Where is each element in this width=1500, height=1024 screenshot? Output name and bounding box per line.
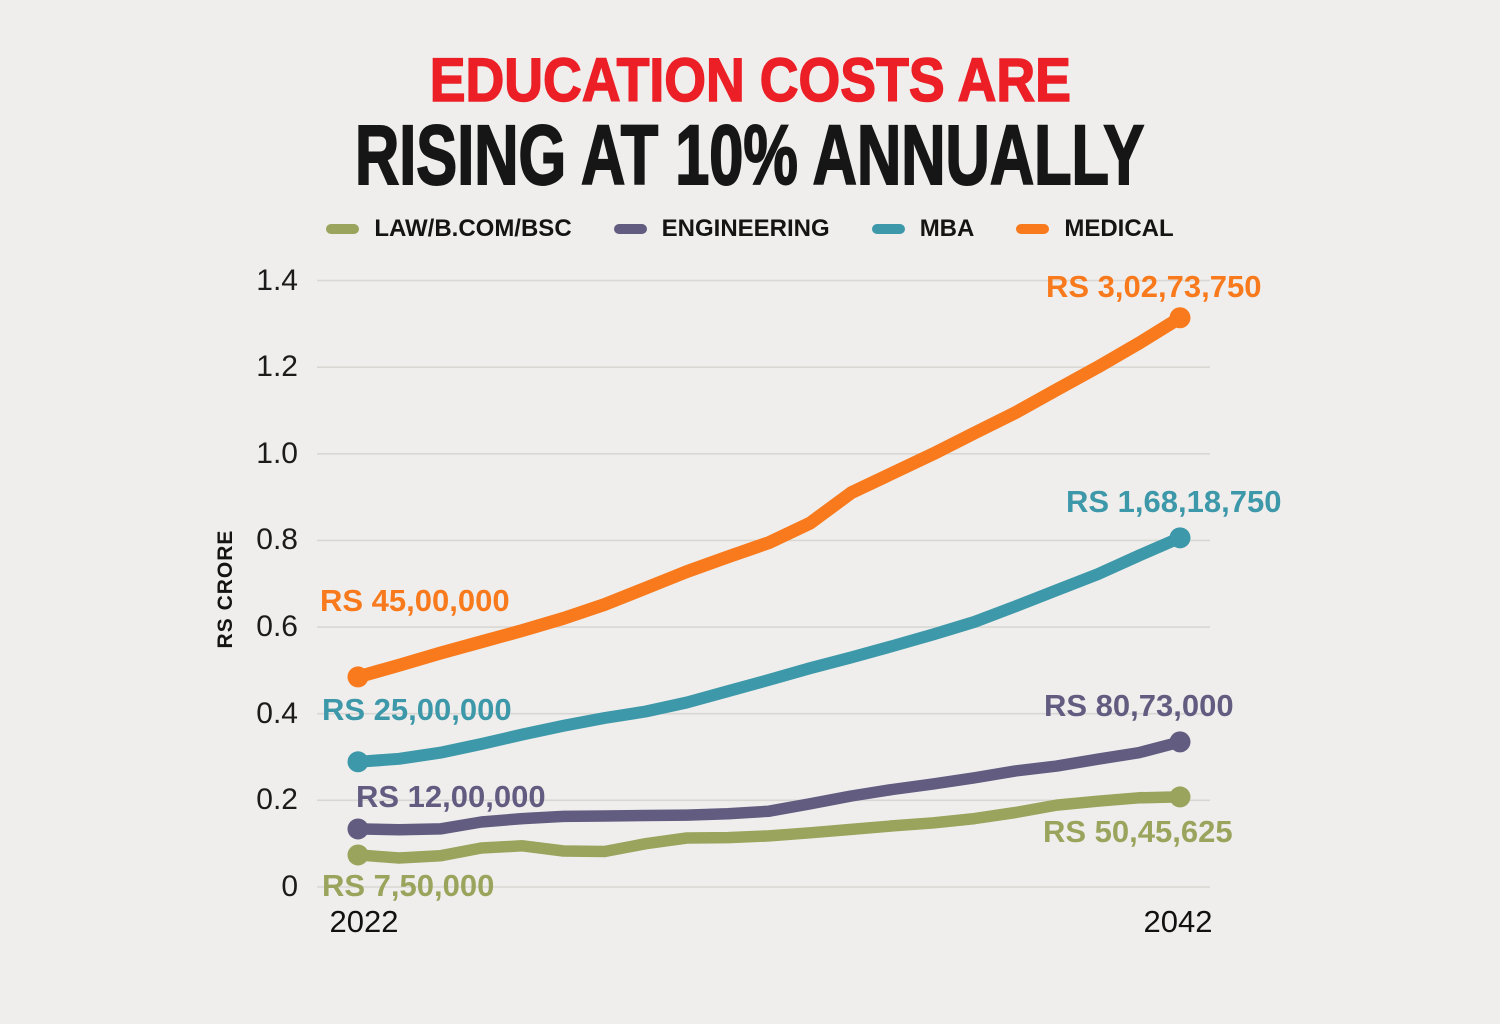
series-line-law — [352, 791, 1186, 864]
legend-item-engineering: ENGINEERING — [613, 215, 830, 243]
y-tick-1.4: 1.4 — [256, 263, 298, 297]
title-line-1: EDUCATION COSTS ARE — [0, 46, 1500, 114]
annotation-medical-end-value: RS 3,02,73,750 — [1046, 269, 1262, 304]
legend-item-medical: MEDICAL — [1016, 215, 1174, 243]
annotation-engineering-start-value: RS 12,00,000 — [356, 779, 546, 814]
series-line-engineering — [352, 736, 1186, 836]
legend-swatch-mba — [871, 224, 905, 234]
annotation-law-end-value: RS 50,45,625 — [1043, 814, 1233, 849]
legend-label-mba: MBA — [919, 215, 975, 242]
legend-label-engineering: ENGINEERING — [661, 215, 830, 242]
x-tick-2042: 2042 — [1143, 904, 1213, 939]
y-tick-0.2: 0.2 — [256, 783, 298, 817]
series-medical-start-dot — [347, 666, 369, 688]
legend-swatch-engineering — [613, 224, 647, 234]
y-tick-0.4: 0.4 — [256, 696, 298, 730]
series-law-end-dot — [1169, 786, 1191, 808]
series-medical-end-dot — [1169, 307, 1191, 329]
series-engineering-start-dot — [347, 818, 369, 840]
title-line-2: RISING AT 10% ANNUALLY — [0, 108, 1500, 202]
series-law-start-dot — [347, 844, 369, 866]
series-mba-start-dot — [347, 751, 369, 773]
title-line-1-text: EDUCATION COSTS ARE — [429, 46, 1072, 114]
annotation-law-start-value: RS 7,50,000 — [322, 868, 495, 903]
series-line-medical — [351, 311, 1187, 684]
series-engineering-end-dot — [1169, 731, 1191, 753]
series-line-mba — [352, 531, 1186, 768]
chart-legend: LAW/B.COM/BSC ENGINEERING MBA MEDICAL — [0, 212, 1500, 246]
legend-label-law: LAW/B.COM/BSC — [374, 215, 572, 242]
y-tick-0.6: 0.6 — [256, 610, 298, 644]
y-tick-0.8: 0.8 — [256, 523, 298, 557]
y-tick-1.2: 1.2 — [256, 350, 298, 384]
series-mba-end-dot — [1169, 527, 1191, 549]
x-tick-2022: 2022 — [329, 904, 399, 939]
legend-item-law: LAW/B.COM/BSC — [326, 215, 572, 243]
annotation-mba-end-value: RS 1,68,18,750 — [1066, 484, 1282, 519]
legend-label-medical: MEDICAL — [1064, 215, 1174, 242]
y-tick-0: 0 — [281, 870, 298, 903]
annotation-engineering-end-value: RS 80,73,000 — [1044, 688, 1234, 723]
title-line-2-text: RISING AT 10% ANNUALLY — [355, 108, 1146, 202]
legend-swatch-medical — [1016, 224, 1050, 234]
y-tick-1.0: 1.0 — [256, 436, 298, 470]
annotation-mba-start-value: RS 25,00,000 — [322, 692, 512, 727]
legend-item-mba: MBA — [871, 215, 975, 243]
legend-swatch-law — [326, 224, 360, 234]
annotation-medical-start-value: RS 45,00,000 — [320, 583, 510, 618]
